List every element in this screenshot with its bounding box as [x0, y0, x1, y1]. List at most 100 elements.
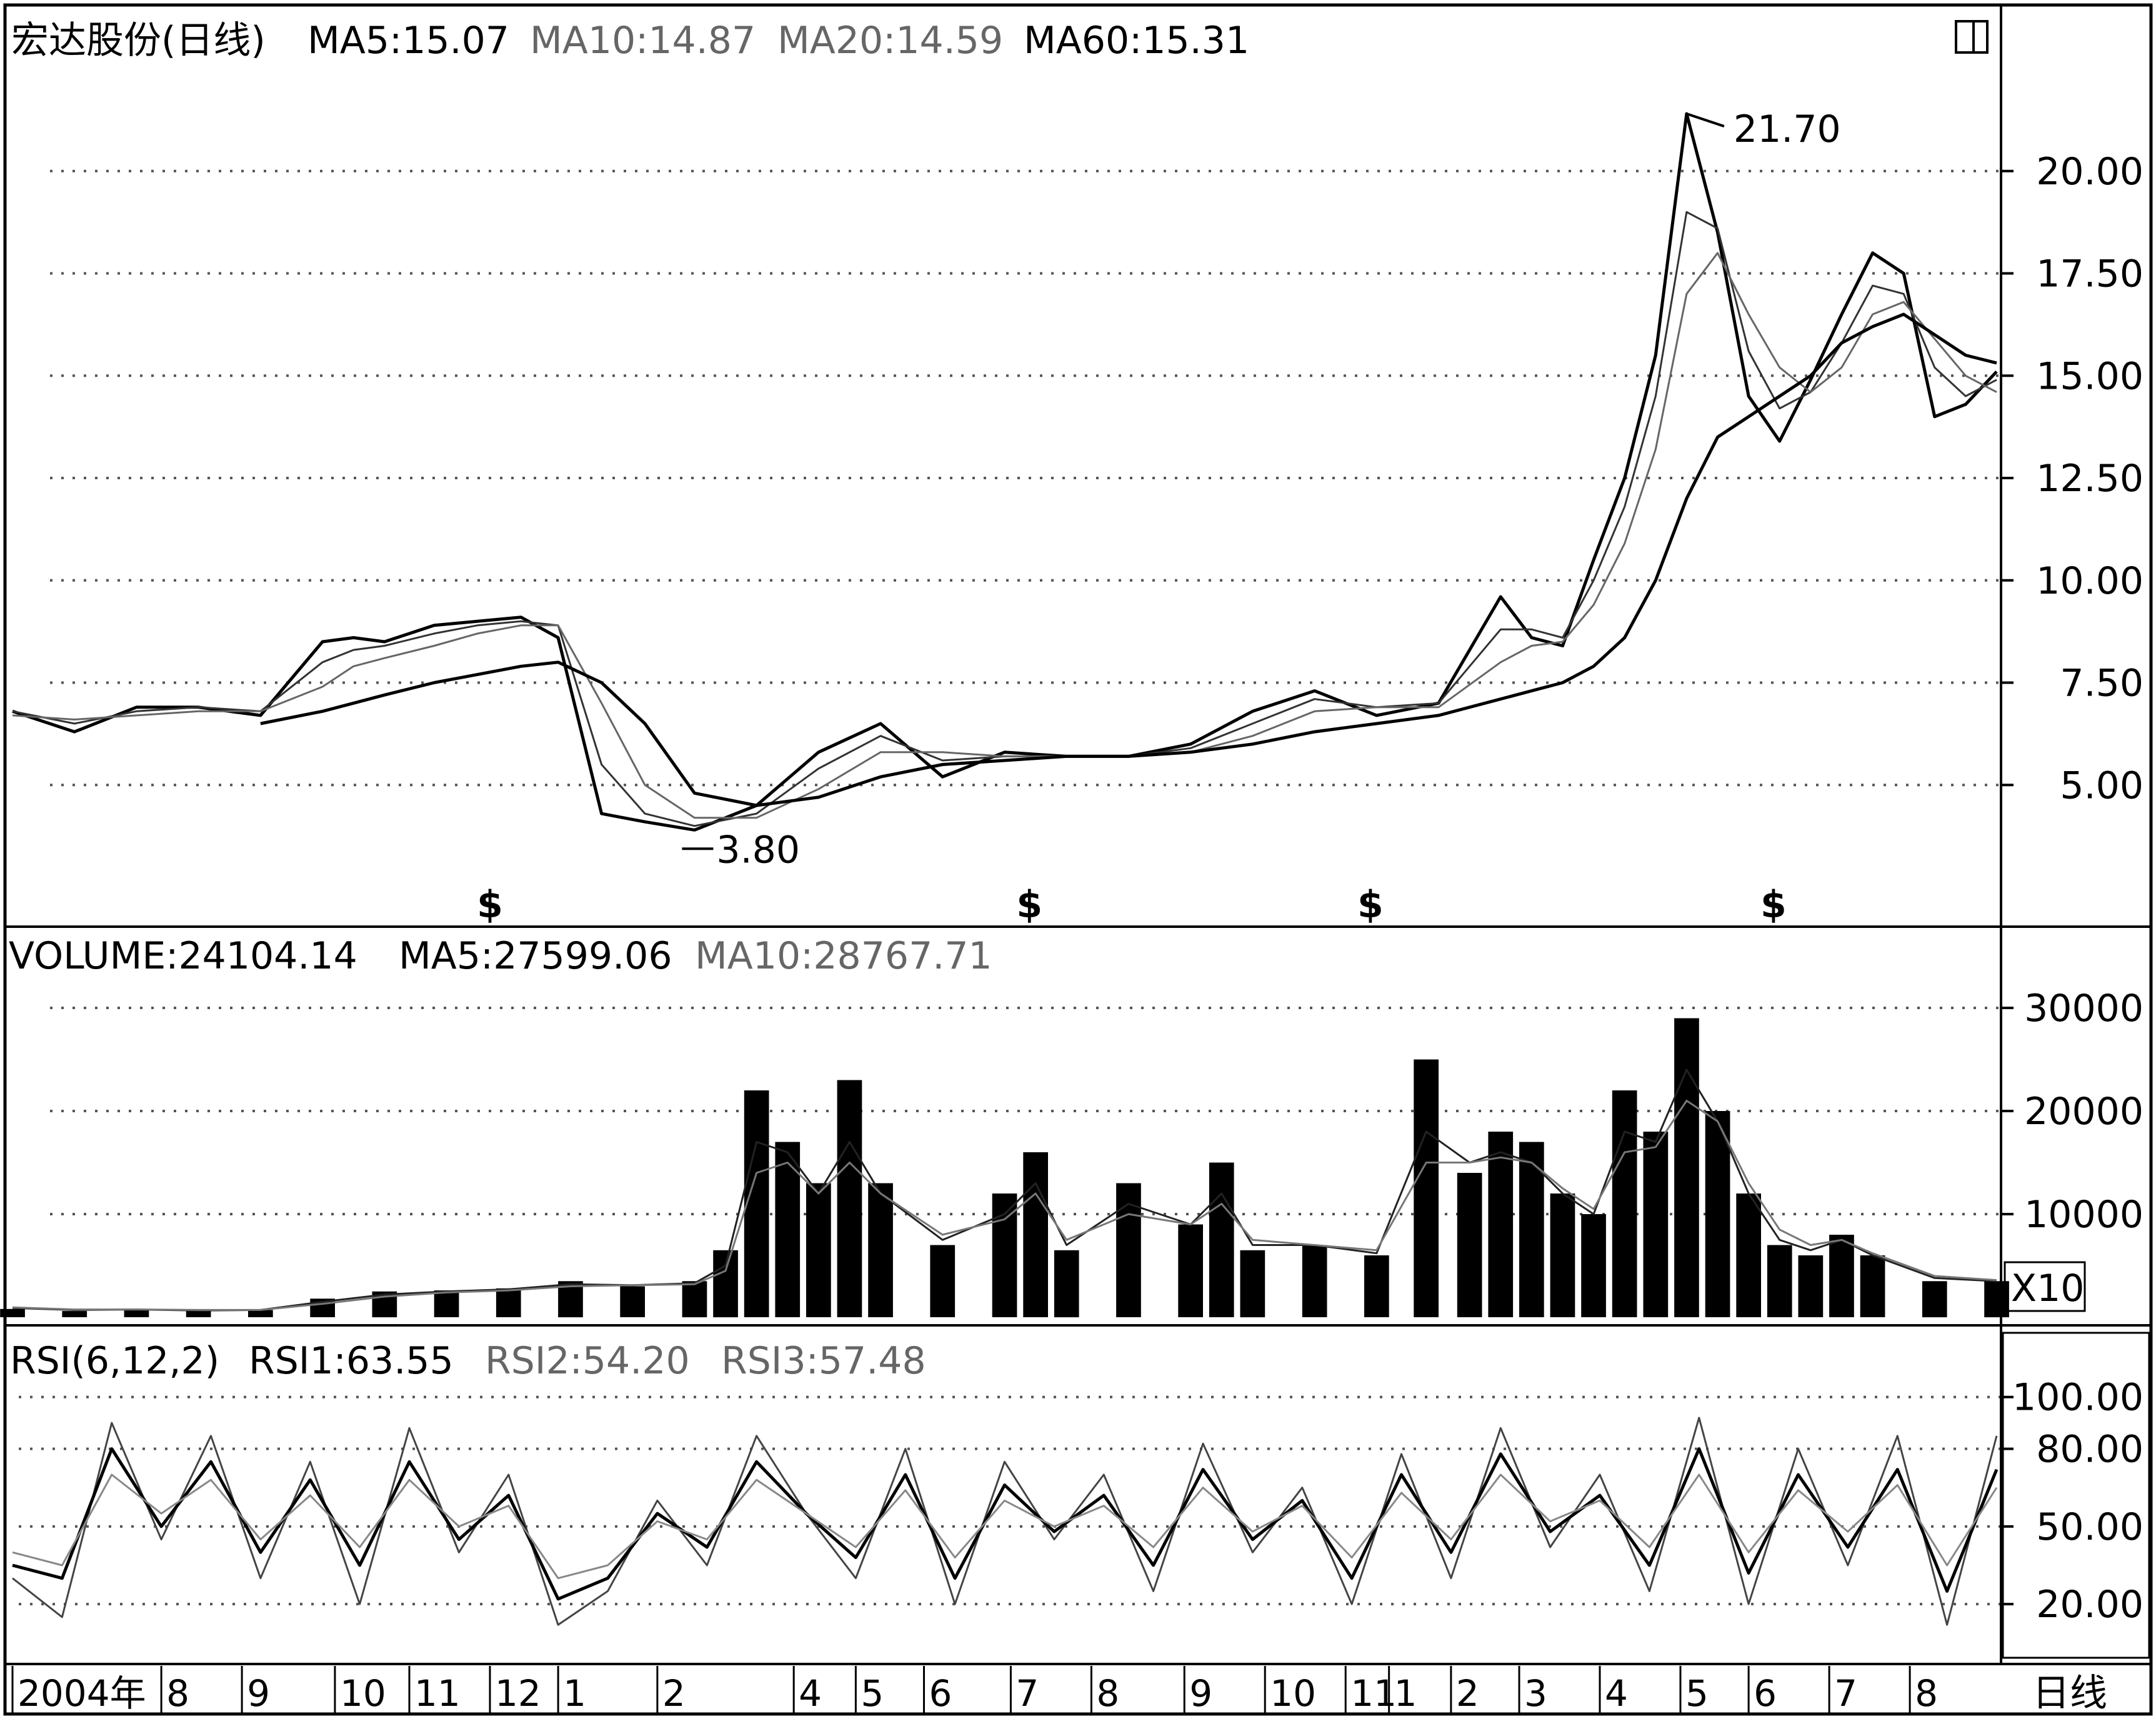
date-label: 1: [563, 1672, 586, 1715]
volume-bar: [1767, 1245, 1792, 1317]
price-header-ma5: MA5:15.07: [307, 19, 509, 62]
price-header-ma60: MA60:15.31: [1024, 19, 1249, 62]
price-ma60-line: [260, 312, 1997, 807]
rsi-axis: 20.00 50.00 80.00 100.00: [2001, 1376, 2144, 1627]
price-header-ma10: MA10:14.87: [530, 19, 756, 62]
volume-bar: [62, 1311, 87, 1317]
window-toggle-button[interactable]: [1955, 20, 1989, 54]
price-close-line: [12, 112, 1998, 832]
volume-bar: [248, 1310, 273, 1317]
volume-bar: [1612, 1090, 1637, 1317]
volume-bar: [124, 1308, 149, 1317]
date-label: 8: [166, 1672, 189, 1715]
rsi-header-title: RSI(6,12,2): [10, 1339, 219, 1383]
volume-bars: [0, 1018, 2009, 1318]
volume-bar: [1116, 1183, 1141, 1317]
volume-ma10-line: [12, 1100, 1997, 1311]
volume-bar: [186, 1311, 211, 1317]
volume-bar: [1519, 1142, 1544, 1317]
y-tick-label: 17.50: [2036, 252, 2144, 296]
volume-bar: [1488, 1132, 1514, 1317]
rsi-grid: [19, 1395, 2000, 1606]
volume-ma-lines: [12, 1069, 1997, 1312]
volume-bar: [1674, 1018, 1699, 1317]
volume-bar: [682, 1281, 707, 1318]
volume-bar: [620, 1286, 645, 1317]
y-tick-label: 12.50: [2036, 457, 2144, 501]
y-tick-label: 20000: [2024, 1090, 2144, 1134]
volume-axis: 10000 20000 30000: [2001, 987, 2144, 1237]
date-label: 2: [1456, 1672, 1479, 1715]
volume-bar: [868, 1183, 893, 1317]
high-marker-line: [1686, 112, 1725, 127]
price-ma10-line: [12, 211, 1997, 827]
y-tick-label: 80.00: [2036, 1428, 2144, 1472]
rsi-lines: [12, 1417, 1999, 1626]
date-label: 4: [1605, 1672, 1628, 1715]
price-ma20-line: [12, 252, 1997, 819]
volume-bar: [1364, 1255, 1389, 1317]
volume-bar: [1240, 1250, 1265, 1318]
date-label: 12: [495, 1672, 541, 1715]
volume-bar: [1414, 1059, 1439, 1317]
date-label: 9: [247, 1672, 270, 1715]
volume-bar: [1054, 1250, 1079, 1318]
volume-multiplier-badge: X10: [2004, 1261, 2086, 1312]
volume-header-ma10: MA10:28767.71: [695, 934, 992, 978]
y-tick-label: 50.00: [2036, 1505, 2144, 1549]
high-marker-label: 21.70: [1734, 107, 1841, 151]
volume-ma5-line: [12, 1069, 1997, 1312]
volume-bar: [1581, 1214, 1606, 1317]
rsi1-line: [12, 1417, 1998, 1626]
date-label: 7: [1016, 1672, 1039, 1715]
volume-multiplier-label: X10: [2011, 1267, 2084, 1310]
y-tick-label: 5.00: [2060, 764, 2144, 807]
y-tick-label: 30000: [2024, 987, 2144, 1030]
rsi-header-rsi2: RSI2:54.20: [485, 1339, 690, 1383]
rsi-header-rsi3: RSI3:57.48: [721, 1339, 926, 1383]
y-tick-label: 100.00: [2012, 1376, 2144, 1420]
window-toggle-icon[interactable]: [1955, 20, 1989, 54]
outer-frame: [3, 3, 2153, 1716]
period-button-label[interactable]: 日线: [2032, 1672, 2107, 1715]
y-tick-label: 10000: [2024, 1193, 2144, 1237]
low-marker-label: 3.80: [716, 828, 800, 872]
volume-bar: [713, 1250, 738, 1318]
volume-bar: [1798, 1255, 1824, 1317]
y-tick-label: 20.00: [2036, 150, 2144, 194]
date-label: 11: [414, 1672, 461, 1715]
rsi-axis-box: [2002, 1332, 2150, 1659]
volume-bar: [775, 1142, 801, 1317]
volume-bar: [434, 1290, 459, 1317]
date-label: 2: [662, 1672, 686, 1715]
volume-bar: [1736, 1193, 1761, 1317]
volume-bar: [806, 1183, 831, 1317]
date-label: 3: [1524, 1672, 1547, 1715]
volume-header-value: VOLUME:24104.14: [9, 934, 357, 978]
volume-header-ma5: MA5:27599.06: [399, 934, 672, 978]
volume-bar: [1860, 1255, 1885, 1317]
period-button[interactable]: 日线: [2032, 1672, 2107, 1715]
volume-bar: [1550, 1193, 1575, 1317]
volume-bar: [496, 1288, 521, 1317]
price-annotations: 21.70 3.80 $ $ $ $: [477, 107, 1841, 927]
y-tick-label: 15.00: [2036, 354, 2144, 398]
volume-bar: [1457, 1173, 1482, 1317]
date-label: 8: [1096, 1672, 1119, 1715]
volume-bar: [1829, 1235, 1854, 1317]
date-label: 6: [1754, 1672, 1777, 1715]
date-label: 10: [340, 1672, 386, 1715]
date-label: 1: [1394, 1672, 1417, 1715]
volume-bar: [837, 1080, 862, 1317]
volume-bar: [1705, 1111, 1730, 1317]
date-label: 5: [1685, 1672, 1709, 1715]
volume-bar: [1209, 1162, 1234, 1317]
split-marker: $: [477, 883, 503, 927]
date-label: 9: [1189, 1672, 1212, 1715]
date-label: 7: [1834, 1672, 1857, 1715]
date-label: 2004年: [17, 1672, 146, 1715]
split-marker: $: [1357, 883, 1384, 927]
volume-bar: [1643, 1132, 1669, 1317]
volume-bar: [1984, 1281, 2009, 1318]
